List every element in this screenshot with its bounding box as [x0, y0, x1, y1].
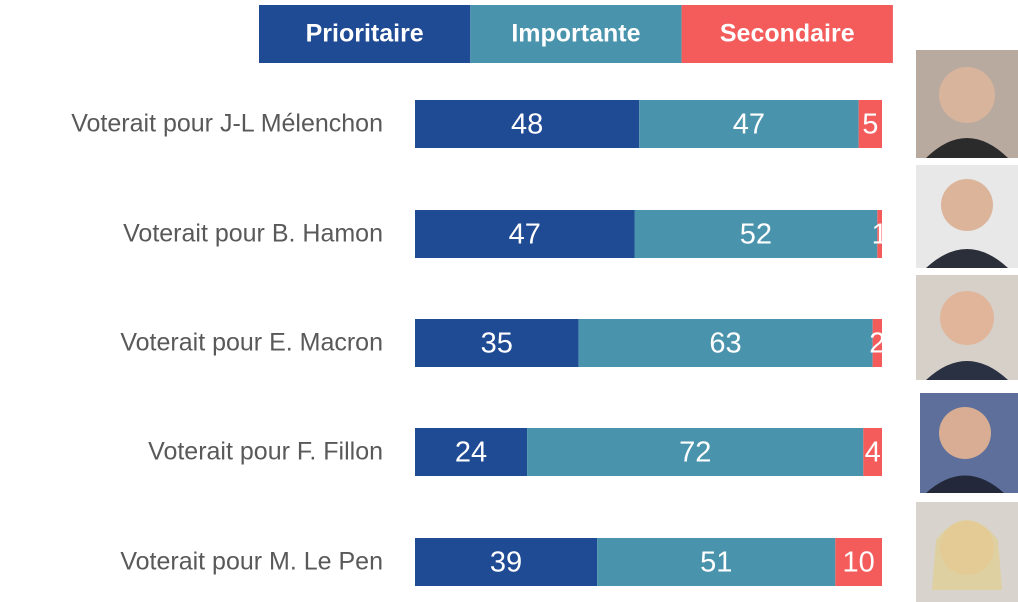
bar-segment [835, 538, 882, 586]
value-label: 72 [679, 437, 711, 469]
value-label: 51 [700, 547, 732, 579]
bar-segment [877, 210, 882, 258]
category-label: Voterait pour J-L Mélenchon [71, 110, 383, 138]
bar-segment [634, 210, 878, 258]
portrait [916, 275, 1018, 380]
bar-segment [415, 100, 640, 148]
value-label: 24 [455, 437, 487, 469]
bar-segment [415, 319, 579, 367]
value-label: 48 [511, 109, 543, 141]
legend-swatch [681, 5, 893, 63]
bar-segment [415, 538, 598, 586]
legend-label: Prioritaire [306, 20, 424, 48]
portrait [916, 502, 1018, 602]
value-label: 10 [843, 547, 875, 579]
value-label: 39 [490, 547, 522, 579]
value-label: 1 [872, 219, 888, 251]
legend-swatch [470, 5, 682, 63]
bar-segment [639, 100, 859, 148]
value-label: 52 [740, 219, 772, 251]
value-label: 5 [862, 109, 878, 141]
portrait [920, 393, 1018, 493]
category-label: Voterait pour M. Le Pen [120, 548, 383, 576]
portrait [916, 165, 1018, 268]
bar-segment [872, 319, 882, 367]
bar-segment [527, 428, 864, 476]
portrait [916, 50, 1018, 158]
category-label: Voterait pour B. Hamon [123, 220, 383, 248]
legend-label: Secondaire [720, 20, 855, 48]
bar-segment [597, 538, 836, 586]
bar-segment [858, 100, 882, 148]
category-label: Voterait pour E. Macron [120, 329, 383, 357]
bar-segment [415, 210, 635, 258]
bar-segment [415, 428, 528, 476]
bar-segment [863, 428, 882, 476]
category-label: Voterait pour F. Fillon [148, 438, 383, 466]
value-label: 63 [709, 328, 741, 360]
legend-label: Importante [511, 20, 640, 48]
portraits [916, 50, 1018, 602]
value-label: 2 [869, 328, 885, 360]
value-label: 4 [865, 437, 881, 469]
value-label: 47 [733, 109, 765, 141]
value-label: 35 [481, 328, 513, 360]
bar-segment [578, 319, 873, 367]
legend-swatch [259, 5, 471, 63]
value-label: 47 [509, 219, 541, 251]
